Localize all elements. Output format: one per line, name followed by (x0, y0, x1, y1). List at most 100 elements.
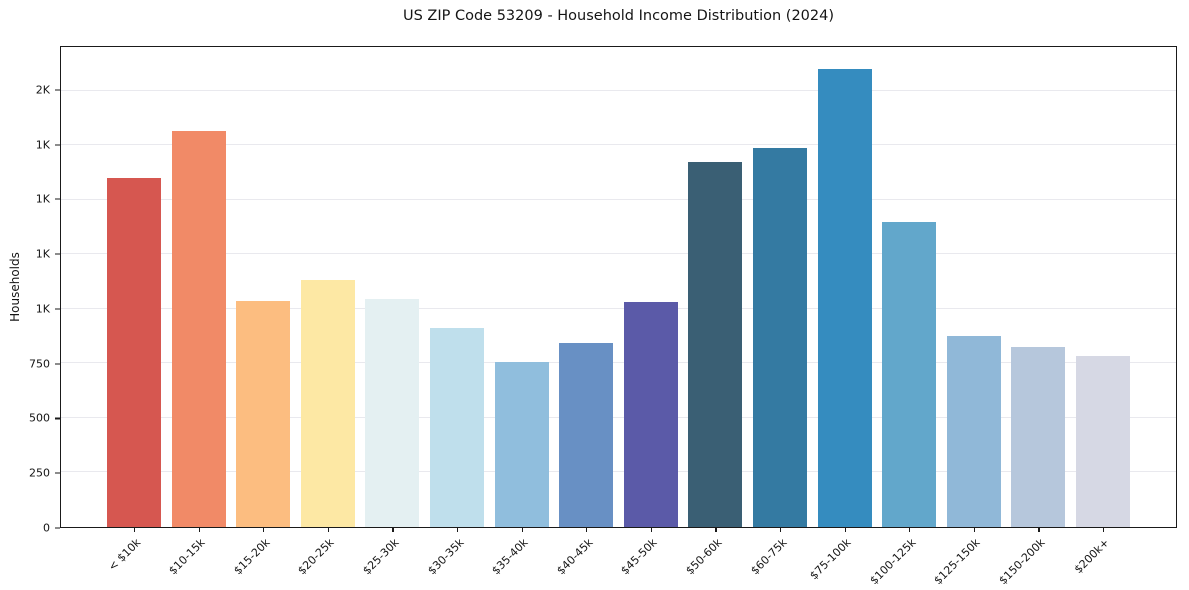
x-tick-label: $10-15k (166, 536, 208, 578)
bar-slot: $125-150k (932, 47, 1001, 587)
x-tick-label: < $10k (105, 536, 144, 574)
x-tick-mark (973, 527, 975, 532)
x-tick-label: $150-200k (996, 536, 1048, 588)
bar (1075, 355, 1130, 527)
bar-slot: $40-45k (554, 47, 614, 577)
y-tick-mark (55, 89, 60, 91)
bar-slot: $15-20k (231, 47, 291, 577)
y-tick-mark (55, 253, 60, 255)
bar-slot: $30-35k (425, 47, 484, 577)
x-tick-label: $15-20k (231, 536, 273, 578)
x-tick-label: $200k+ (1072, 536, 1113, 577)
bar (946, 336, 1001, 527)
bar-slot: $200k+ (1072, 47, 1130, 576)
bar (559, 342, 614, 527)
bar-slot: $60-75k (748, 47, 807, 577)
bar (171, 131, 226, 527)
y-tick-label: 1K (35, 138, 50, 152)
bar (236, 301, 291, 527)
x-tick-label: $45-50k (618, 536, 660, 578)
x-tick-mark (909, 527, 911, 532)
x-tick-label: $50-60k (683, 536, 725, 578)
y-tick-mark (55, 308, 60, 310)
bar-slot: $45-50k (619, 47, 678, 577)
y-tick: 0 (43, 522, 60, 535)
bar (107, 177, 161, 527)
y-tick-mark (55, 198, 60, 200)
bar-slot: $50-60k (683, 47, 743, 577)
y-tick-label: 2K (35, 83, 50, 97)
x-tick-mark (1038, 527, 1040, 532)
y-tick-label: 0 (43, 521, 50, 535)
x-tick-mark (715, 527, 717, 532)
gridline (61, 362, 1176, 364)
x-tick-label: $100-125k (867, 536, 919, 588)
bar (882, 221, 937, 527)
gridline (61, 144, 1176, 146)
gridline (61, 307, 1176, 309)
y-axis: 0 250 500 750 1K 1K 1K 1K 2K (0, 46, 60, 535)
gridline (61, 89, 1176, 91)
y-tick: 2K (36, 83, 60, 96)
bar-slot: $25-30k (360, 47, 420, 577)
y-tick-mark (55, 472, 60, 474)
x-tick-label: $40-45k (554, 536, 596, 578)
x-tick-mark (134, 527, 136, 532)
bar-slot: $35-40k (489, 47, 549, 577)
x-tick-label: $60-75k (747, 536, 790, 578)
x-tick-mark (650, 527, 652, 532)
y-tick-label: 750 (29, 357, 50, 371)
bar (817, 68, 872, 527)
y-tick-label: 1K (35, 192, 50, 206)
y-tick: 1K (36, 193, 60, 206)
x-tick-mark (1102, 527, 1105, 532)
x-tick-mark (198, 527, 200, 532)
y-tick-label: 1K (35, 247, 50, 261)
y-tick-mark (55, 527, 60, 529)
x-tick-mark (586, 527, 588, 532)
bar (623, 302, 678, 527)
x-tick-mark (521, 527, 523, 532)
x-tick-mark (392, 527, 394, 532)
bars-container: < $10k $10-15k $15-20k $20-25k $25-30k $30-35… (61, 47, 1176, 587)
x-tick-mark (844, 527, 846, 532)
y-tick-mark (55, 417, 60, 420)
bar (365, 299, 420, 527)
x-tick-mark (327, 527, 329, 532)
bar (688, 161, 743, 527)
y-tick: 1K (36, 302, 60, 315)
bar (300, 280, 355, 527)
x-tick-label: $75-100k (807, 536, 854, 583)
y-tick: 500 (29, 412, 60, 425)
y-tick: 750 (29, 357, 60, 370)
y-tick: 1K (36, 138, 60, 151)
y-tick-mark (55, 144, 60, 146)
x-tick-label: $30-35k (424, 536, 467, 578)
gridline (61, 416, 1176, 418)
chart-title: US ZIP Code 53209 - Household Income Dis… (402, 8, 835, 24)
plot-area: < $10k $10-15k $15-20k $20-25k $25-30k $30-35… (60, 46, 1177, 587)
x-tick-label: $20-25k (295, 536, 337, 578)
bar-slot: $10-15k (167, 47, 226, 577)
y-tick-mark (55, 363, 60, 365)
gridline (61, 198, 1176, 200)
bar-slot: $20-25k (296, 47, 355, 577)
bar (494, 362, 549, 527)
y-tick-label: 250 (29, 466, 50, 480)
y-tick-label: 500 (29, 411, 50, 425)
x-tick-label: $125-150k (931, 536, 983, 588)
y-tick-label: 1K (35, 302, 50, 316)
bar-slot: $75-100k (808, 47, 872, 582)
gridline (61, 471, 1176, 473)
bar (1011, 347, 1066, 527)
x-tick-mark (456, 527, 459, 532)
y-tick: 250 (29, 467, 60, 480)
bar-slot: < $10k (106, 47, 161, 574)
bar-slot: $150-200k (996, 47, 1066, 587)
x-tick-mark (779, 527, 782, 532)
bar (429, 328, 484, 527)
bar-slot: $100-125k (867, 47, 937, 587)
gridline (61, 253, 1176, 255)
x-tick-label: $35-40k (489, 536, 531, 578)
